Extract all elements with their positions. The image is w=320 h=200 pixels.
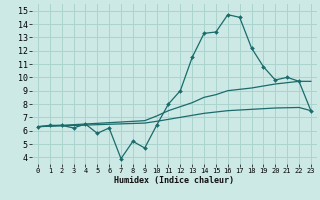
- X-axis label: Humidex (Indice chaleur): Humidex (Indice chaleur): [115, 176, 234, 185]
